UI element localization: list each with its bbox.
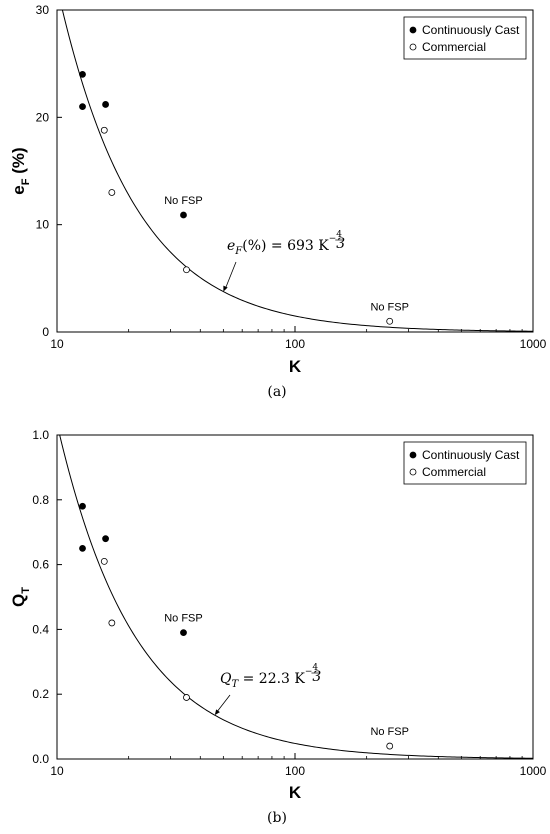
- legend-label-continuously-cast: Continuously Cast: [422, 23, 520, 37]
- legend-marker-continuously-cast: [409, 451, 417, 459]
- commercial-point: [108, 619, 116, 627]
- legend-box: [403, 441, 527, 485]
- y-tick-label: 10: [36, 218, 50, 232]
- commercial-point: [386, 317, 394, 325]
- no-fsp-annotation: No FSP: [164, 613, 203, 625]
- y-axis-title: QT: [9, 587, 32, 607]
- no-fsp-annotation: No FSP: [164, 195, 203, 207]
- continuously-cast-point: [102, 101, 109, 108]
- fit-eq-lhs: e: [227, 238, 235, 254]
- legend-label-commercial: Commercial: [422, 465, 486, 479]
- fit-eq-exp-sign: −: [305, 667, 313, 677]
- x-tick-label: 10: [50, 764, 64, 778]
- continuously-cast-point: [79, 71, 86, 78]
- fit-eq-lhs: Q: [220, 671, 232, 687]
- commercial-point: [183, 266, 190, 274]
- legend-marker-commercial: [409, 43, 417, 51]
- fit-curve: [61, 9, 534, 332]
- fit-arrow-line: [216, 694, 231, 713]
- continuously-cast-point: [180, 211, 187, 219]
- fit-eq-exp-sign: −: [329, 234, 337, 244]
- x-tick-label: 1000: [520, 764, 547, 778]
- y-tick-label: 0.6: [32, 558, 49, 572]
- commercial-point: [100, 557, 108, 565]
- commercial-point: [183, 694, 190, 701]
- x-tick-label: 1000: [520, 337, 547, 351]
- commercial-point: [100, 126, 108, 134]
- legend-marker-commercial: [409, 468, 417, 476]
- fit-arrow-head: [223, 285, 228, 292]
- x-axis-title: K: [289, 783, 302, 802]
- y-axis-title-main: e: [9, 185, 28, 194]
- continuously-cast-point: [79, 545, 86, 552]
- x-tick-label: 100: [285, 764, 305, 778]
- y-tick-label: 1.0: [32, 428, 49, 442]
- legend-label-commercial: Commercial: [422, 40, 486, 54]
- y-axis-title-main: Q: [9, 594, 28, 607]
- legend: Continuously Cast Commercial: [403, 16, 527, 60]
- x-tick-label: 100: [285, 337, 305, 351]
- fit-eq-mid: = 22.3 K: [238, 671, 305, 687]
- x-axis-title: K: [289, 357, 302, 376]
- commercial-point: [386, 742, 394, 750]
- legend-label-continuously-cast: Continuously Cast: [422, 448, 520, 462]
- fit-eq-sub: T: [231, 679, 239, 690]
- panel-label: (b): [267, 810, 287, 826]
- continuously-cast-point: [180, 629, 187, 637]
- fit-equation: eF(%) = 693 K−4: [227, 230, 342, 257]
- continuously-cast-point: [79, 502, 86, 510]
- y-tick-label: 0: [42, 325, 49, 339]
- fit-eq-exp-num: 4: [336, 230, 342, 240]
- y-axis-title-suffix: (%): [9, 147, 28, 178]
- fit-arrow-line: [224, 261, 237, 289]
- commercial-point: [108, 189, 116, 196]
- y-axis-title: eF (%): [9, 147, 32, 194]
- y-axis-title-sub: F: [20, 178, 32, 185]
- legend: Continuously Cast Commercial: [403, 441, 527, 485]
- y-tick-label: 0.4: [32, 622, 49, 636]
- continuously-cast-point: [79, 103, 86, 110]
- legend-box: [403, 16, 527, 60]
- fit-eq-mid: (%) = 693 K: [242, 238, 329, 254]
- no-fsp-annotation: No FSP: [370, 301, 409, 313]
- y-tick-label: 0.2: [32, 687, 49, 701]
- fit-eq-exp-den: 3: [336, 236, 345, 252]
- fit-equation: QT = 22.3 K−4: [220, 663, 318, 690]
- fit-eq-exp-den: 3: [312, 669, 321, 685]
- y-tick-label: 0.0: [32, 752, 49, 766]
- y-tick-label: 30: [36, 3, 50, 17]
- fit-eq-sub: F: [234, 246, 243, 257]
- fit-arrow-head: [214, 709, 220, 716]
- fit-eq-exp-num: 4: [312, 663, 318, 673]
- legend-marker-continuously-cast: [409, 26, 417, 34]
- y-tick-label: 0.8: [32, 493, 49, 507]
- y-tick-label: 20: [36, 110, 50, 124]
- panel-label: (a): [267, 384, 286, 400]
- x-tick-label: 10: [50, 337, 64, 351]
- no-fsp-annotation: No FSP: [370, 726, 409, 738]
- continuously-cast-point: [102, 535, 109, 543]
- fit-curve: [59, 434, 534, 759]
- y-axis-title-sub: T: [20, 587, 32, 594]
